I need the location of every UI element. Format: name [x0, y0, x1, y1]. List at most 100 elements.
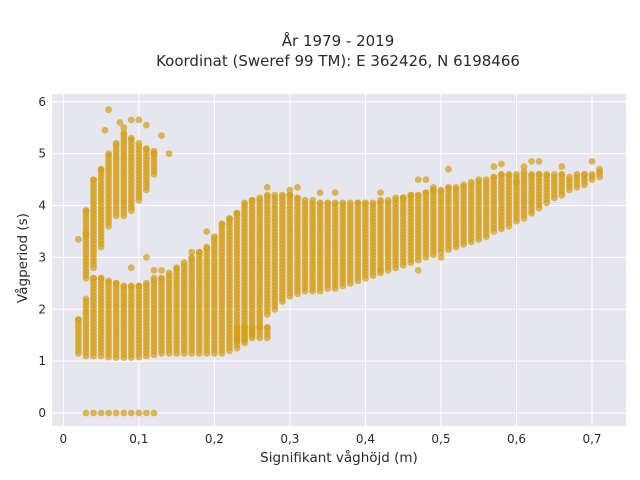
- data-point: [105, 150, 112, 158]
- data-point: [422, 176, 430, 184]
- data-point: [105, 409, 112, 417]
- data-point: [90, 274, 97, 282]
- data-point: [112, 139, 120, 147]
- data-point: [558, 171, 566, 178]
- data-point: [286, 191, 294, 199]
- data-point: [135, 409, 143, 417]
- x-tick-label: 0,6: [507, 432, 526, 446]
- data-point: [188, 254, 196, 261]
- data-point: [165, 150, 173, 158]
- data-point: [143, 279, 150, 287]
- data-point: [309, 196, 316, 204]
- data-point: [301, 196, 309, 204]
- data-point: [294, 194, 301, 202]
- x-tick-label: 0,3: [280, 432, 299, 446]
- data-point: [143, 121, 150, 129]
- data-point: [377, 189, 384, 197]
- data-point: [324, 199, 332, 207]
- data-point: [97, 165, 105, 173]
- x-tick-label: 0,7: [582, 432, 601, 446]
- data-point: [263, 191, 271, 199]
- x-tick-label: 0,2: [205, 432, 224, 446]
- data-point: [248, 196, 256, 204]
- data-point: [286, 186, 294, 194]
- chart-title-line1: År 1979 - 2019: [282, 31, 395, 50]
- data-point: [97, 274, 105, 282]
- data-point: [120, 129, 128, 137]
- data-point: [369, 199, 377, 207]
- data-point: [82, 409, 90, 417]
- data-point: [271, 191, 279, 199]
- data-point: [256, 324, 264, 331]
- data-point: [339, 199, 347, 207]
- data-point: [414, 191, 422, 199]
- data-point: [535, 171, 543, 178]
- data-point: [158, 132, 165, 139]
- y-tick-label: 2: [38, 302, 46, 316]
- data-point: [112, 409, 120, 417]
- data-point: [135, 282, 143, 290]
- data-point: [173, 264, 181, 272]
- data-point: [316, 199, 324, 207]
- data-point: [550, 171, 558, 178]
- data-point: [165, 269, 173, 277]
- data-point: [97, 409, 105, 417]
- data-point: [150, 409, 158, 417]
- data-point: [588, 171, 596, 178]
- data-point: [233, 209, 241, 217]
- data-point: [588, 158, 596, 165]
- data-point: [437, 186, 445, 194]
- data-point: [195, 248, 203, 256]
- data-point: [203, 243, 211, 251]
- data-point: [384, 196, 392, 204]
- data-point: [105, 106, 112, 113]
- data-point: [528, 171, 535, 178]
- data-point: [150, 274, 158, 282]
- data-point: [407, 191, 415, 199]
- y-tick-label: 1: [38, 354, 46, 368]
- data-point: [505, 171, 513, 178]
- data-point: [120, 409, 128, 417]
- data-point: [414, 176, 422, 184]
- data-point: [143, 254, 150, 261]
- data-point: [127, 116, 135, 124]
- y-tick-label: 6: [38, 95, 46, 109]
- data-point: [346, 199, 354, 207]
- data-point: [82, 230, 90, 238]
- data-point: [445, 165, 452, 173]
- data-point: [135, 139, 143, 147]
- data-point: [331, 189, 339, 197]
- data-point: [520, 168, 528, 176]
- data-point: [513, 171, 520, 178]
- data-point: [528, 158, 535, 165]
- data-point: [143, 145, 150, 152]
- data-point: [158, 274, 165, 282]
- data-point: [158, 267, 165, 274]
- data-point: [392, 194, 399, 202]
- data-point: [399, 194, 407, 202]
- y-axis-title: Vågperiod (s): [14, 213, 31, 303]
- data-point: [482, 176, 490, 184]
- data-point: [430, 184, 437, 191]
- data-point: [127, 264, 135, 272]
- data-point: [263, 184, 271, 191]
- data-point: [377, 267, 384, 274]
- data-point: [467, 178, 475, 186]
- y-tick-label: 5: [38, 147, 46, 161]
- data-point: [90, 409, 97, 417]
- x-tick-labels: 0 0,1 0,2 0,3 0,4 0,5 0,6 0,7: [60, 432, 602, 446]
- data-point: [120, 124, 128, 132]
- data-point: [188, 248, 196, 256]
- data-point: [233, 324, 241, 331]
- data-point: [520, 163, 528, 171]
- data-point: [263, 324, 271, 331]
- data-point: [437, 254, 445, 261]
- data-point: [566, 173, 573, 181]
- data-point: [112, 279, 120, 287]
- data-point: [498, 171, 505, 178]
- chart-title-line2: Koordinat (Sweref 99 TM): E 362426, N 61…: [156, 52, 520, 70]
- data-points: [75, 106, 603, 417]
- data-point: [241, 324, 249, 331]
- x-tick-label: 0,4: [356, 432, 375, 446]
- data-point: [120, 282, 128, 290]
